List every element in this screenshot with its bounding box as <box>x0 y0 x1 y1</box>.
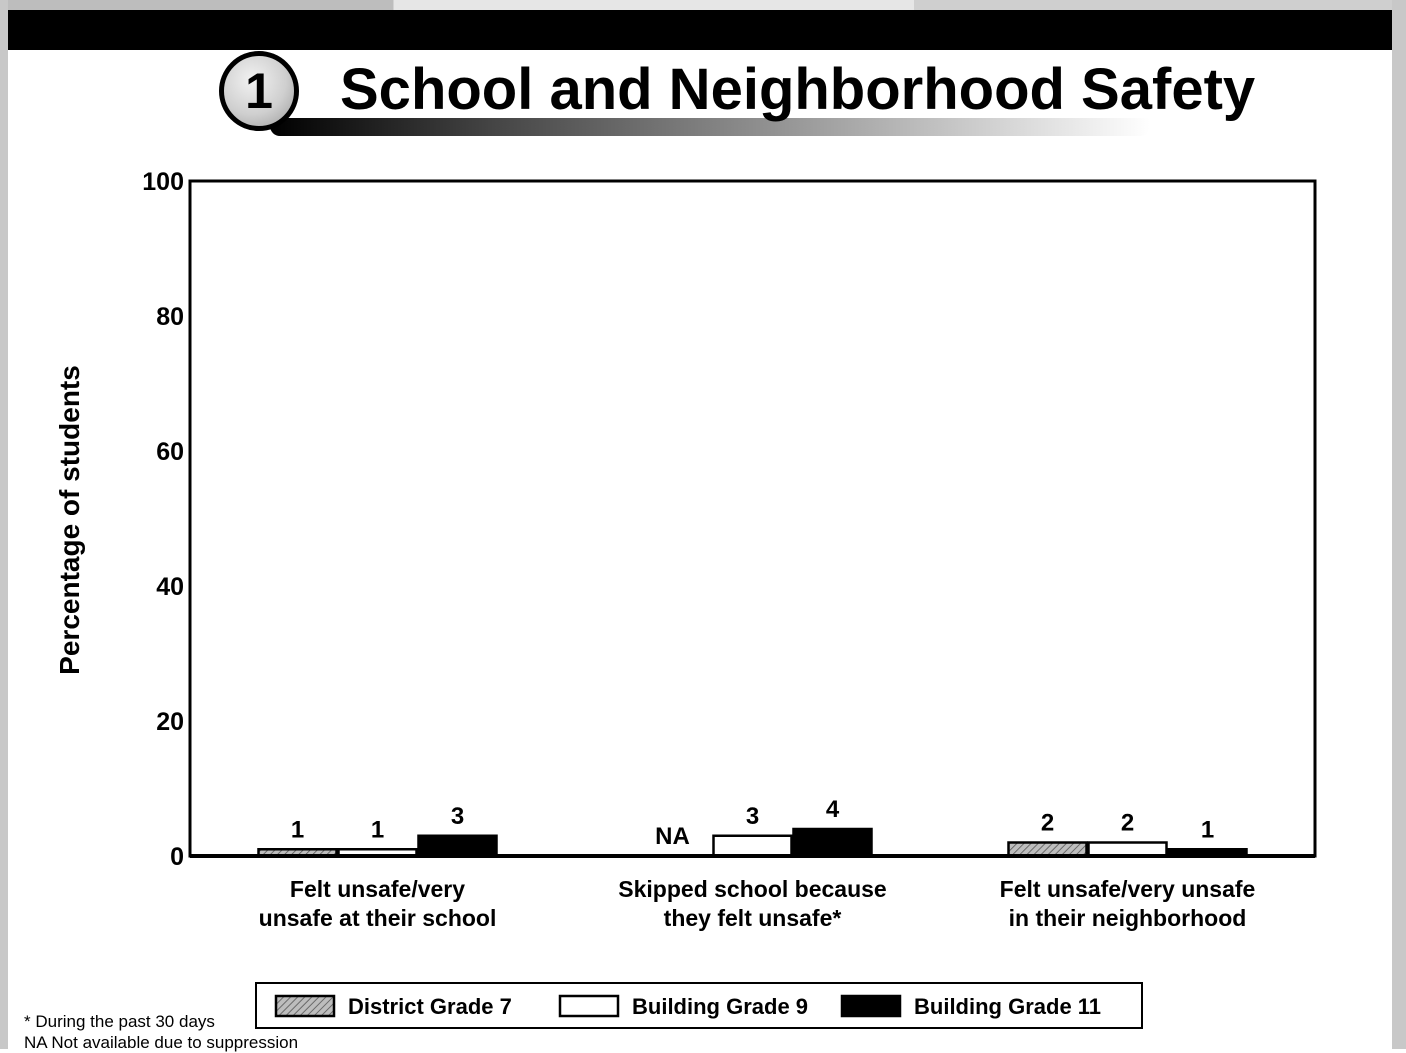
x-category-label: Felt unsafe/very unsafe <box>1000 876 1256 902</box>
y-tick-label: 20 <box>156 708 184 736</box>
bar-building-grade-9 <box>712 834 793 858</box>
x-category-label: in their neighborhood <box>1009 905 1247 931</box>
title-underline-swoosh <box>270 118 1150 136</box>
footnote-past-30-days: * During the past 30 days <box>24 1012 215 1031</box>
bar-building-grade-11 <box>417 834 498 858</box>
bar-district-grade-7 <box>1007 841 1088 858</box>
legend-box <box>255 982 1143 1029</box>
data-label: 2 <box>1121 810 1134 837</box>
legend: District Grade 7 Building Grade 9 Building… <box>255 982 1143 1029</box>
y-tick-label: 100 <box>142 168 184 196</box>
section-number-badge: 1 <box>219 51 299 131</box>
data-label: 2 <box>1041 810 1054 837</box>
legend-swatch <box>840 994 902 1018</box>
header-bar <box>8 10 1392 50</box>
data-label: 1 <box>1201 816 1214 843</box>
x-axis: Felt unsafe/very unsafe at their school Sk… <box>259 876 1256 931</box>
y-axis: 0 20 40 60 80 100 <box>142 168 184 871</box>
window-right-edge <box>1392 0 1406 1049</box>
data-label: 1 <box>371 816 384 843</box>
data-label: 3 <box>746 803 759 830</box>
x-category-label: they felt unsafe* <box>664 905 842 931</box>
legend-label: Building Grade 9 <box>632 994 808 1019</box>
x-category-label: Skipped school because <box>618 876 886 902</box>
footnotes: * During the past 30 days NA Not availab… <box>24 1011 298 1053</box>
y-axis-label: Percentage of students <box>54 365 85 675</box>
window-top-edge <box>0 0 1406 10</box>
data-label: NA <box>655 823 690 850</box>
data-label: 3 <box>451 803 464 830</box>
y-tick-label: 80 <box>156 303 184 331</box>
data-label: 4 <box>826 796 840 823</box>
legend-label: Building Grade 11 <box>914 994 1101 1019</box>
footnote-na: NA Not available due to suppression <box>24 1033 299 1052</box>
window-left-edge <box>0 0 8 1049</box>
legend-swatch <box>558 994 620 1018</box>
y-tick-label: 60 <box>156 438 184 466</box>
x-category-label: unsafe at their school <box>259 905 497 931</box>
legend-swatch <box>274 994 336 1018</box>
legend-label: District Grade 7 <box>348 994 512 1019</box>
bars-layer <box>190 827 1315 858</box>
bar-building-grade-11 <box>792 827 873 858</box>
bar-building-grade-9 <box>1087 841 1168 858</box>
data-labels-layer: 1 1 3 NA 3 4 2 2 1 <box>291 796 1214 850</box>
y-tick-label: 0 <box>170 843 184 871</box>
x-category-label: Felt unsafe/very <box>290 876 465 902</box>
data-label: 1 <box>291 816 304 843</box>
y-tick-label: 40 <box>156 573 184 601</box>
plot-area-frame <box>188 179 1317 858</box>
page-title: School and Neighborhood Safety <box>340 57 1256 122</box>
